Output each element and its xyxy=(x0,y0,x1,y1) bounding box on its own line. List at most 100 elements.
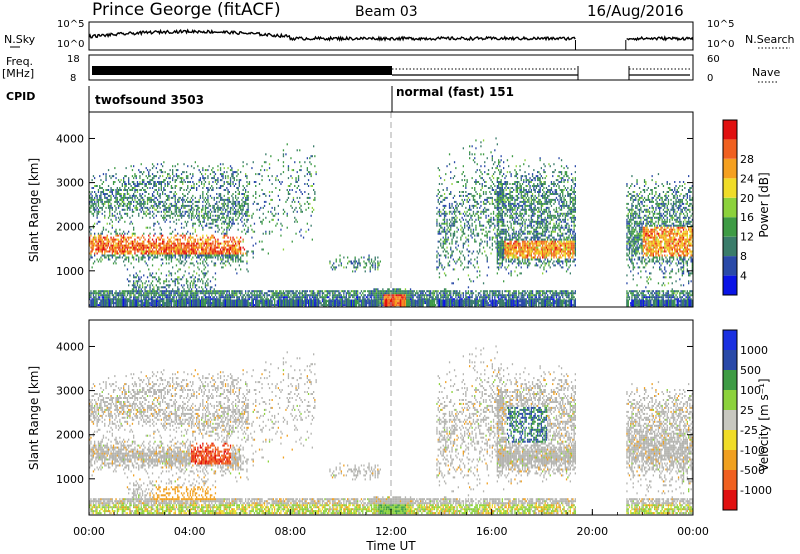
power-cell xyxy=(146,226,149,229)
power-cell xyxy=(111,250,113,253)
power-cell xyxy=(382,290,384,293)
power-cell xyxy=(247,198,249,201)
power-cell xyxy=(117,234,120,237)
power-cell xyxy=(185,252,188,255)
power-cell xyxy=(160,189,162,191)
power-cell xyxy=(153,250,155,253)
power-cell xyxy=(177,163,179,166)
power-cell xyxy=(185,198,188,201)
power-cell xyxy=(155,292,157,295)
power-cell xyxy=(119,298,121,301)
power-cell xyxy=(130,290,132,293)
power-cell xyxy=(183,189,185,191)
power-cell xyxy=(247,196,249,199)
power-cell xyxy=(223,234,225,237)
power-cell xyxy=(231,202,233,205)
power-cell xyxy=(253,292,256,295)
power-cell xyxy=(344,302,346,305)
power-cell xyxy=(148,208,150,211)
power-cell xyxy=(126,268,129,271)
power-cell xyxy=(110,290,112,293)
power-cell xyxy=(219,196,222,199)
power-cell xyxy=(170,236,173,239)
power-cell xyxy=(300,296,302,299)
power-cell xyxy=(430,292,432,295)
power-cell xyxy=(178,198,180,201)
power-cell xyxy=(223,298,225,301)
power-cell xyxy=(149,288,151,291)
power-cell xyxy=(237,256,239,259)
power-cell xyxy=(352,294,354,297)
power-cell xyxy=(426,294,428,297)
power-cell xyxy=(100,246,102,249)
power-cell xyxy=(144,212,146,215)
power-cell xyxy=(145,252,147,255)
power-cell xyxy=(146,254,149,257)
power-cell xyxy=(202,200,204,203)
power-cell xyxy=(109,204,111,207)
power-cell xyxy=(159,232,161,235)
power-cell xyxy=(140,204,142,207)
power-cell xyxy=(257,202,259,205)
power-cell xyxy=(203,252,205,255)
power-cell xyxy=(237,242,239,245)
power-cell xyxy=(261,179,263,182)
power-cell xyxy=(107,242,110,245)
power-cell xyxy=(336,296,339,299)
power-cell xyxy=(165,248,168,251)
power-cell xyxy=(155,204,157,207)
power-cell xyxy=(241,208,243,211)
power-cell xyxy=(177,242,179,245)
power-cell xyxy=(326,300,329,303)
power-cell xyxy=(180,298,183,301)
power-cell xyxy=(365,262,368,265)
power-cell xyxy=(97,202,100,205)
power-cell xyxy=(435,304,437,307)
power-cell xyxy=(97,298,100,301)
power-cell xyxy=(246,177,248,180)
power-cell xyxy=(233,171,235,174)
power-cell xyxy=(164,256,166,259)
power-cell xyxy=(206,214,208,217)
power-cell xyxy=(131,187,134,189)
power-cell xyxy=(257,294,259,297)
power-cell xyxy=(204,250,207,253)
power-cell xyxy=(364,298,366,301)
power-cell xyxy=(235,246,237,249)
power-cell xyxy=(221,212,223,215)
power-cell xyxy=(417,294,419,297)
power-cell xyxy=(233,179,235,182)
power-cell xyxy=(404,298,407,301)
power-cell xyxy=(252,161,254,164)
power-cell xyxy=(155,208,157,211)
power-cell xyxy=(130,196,132,199)
power-cell xyxy=(141,202,144,205)
power-cell xyxy=(128,187,130,189)
power-cell xyxy=(198,185,200,187)
power-cell xyxy=(256,292,258,295)
power-cell xyxy=(247,210,249,213)
power-cell xyxy=(130,185,132,187)
power-cell xyxy=(156,193,159,195)
power-cell xyxy=(124,254,126,257)
power-cell xyxy=(96,246,98,249)
power-cell xyxy=(241,220,243,223)
power-cell xyxy=(206,252,208,255)
power-cell xyxy=(339,296,341,299)
power-cell xyxy=(407,298,409,301)
power-cell xyxy=(139,244,141,247)
power-cell xyxy=(232,250,234,253)
power-cell xyxy=(129,294,131,297)
power-cell xyxy=(149,252,151,255)
power-cell xyxy=(335,260,337,263)
power-cell xyxy=(119,218,121,221)
power-cell xyxy=(214,224,217,227)
power-cell xyxy=(163,216,165,219)
power-cell xyxy=(396,294,398,297)
power-cell xyxy=(139,286,141,289)
power-cell xyxy=(257,173,259,176)
power-cell xyxy=(217,214,219,217)
power-cell xyxy=(209,222,212,225)
power-cell xyxy=(149,169,151,172)
power-cell xyxy=(155,298,157,301)
